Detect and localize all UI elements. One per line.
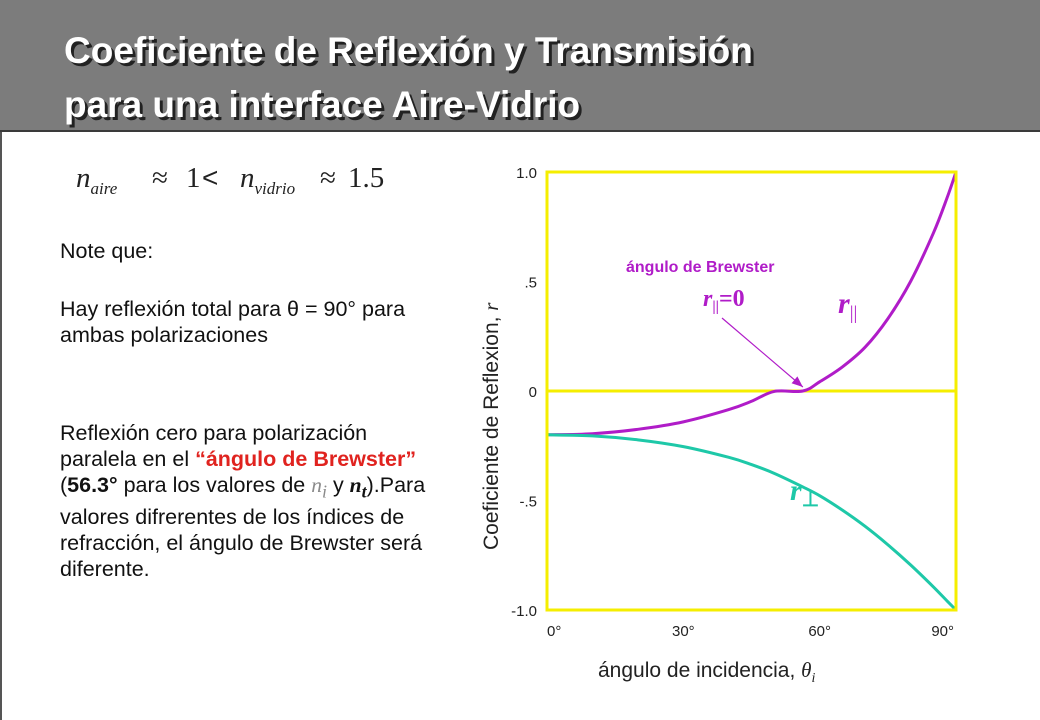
page-title-line-1: Coeficiente de Reflexión y Transmisión (64, 30, 753, 71)
y-axis-title-symbol: r (479, 302, 503, 311)
label-r-parallel-r: r (838, 287, 850, 320)
x-axis-title: ángulo de incidencia, θi (598, 658, 815, 686)
annotation-eq-rest: =0 (719, 286, 745, 312)
x-tick-label: 30° (672, 623, 695, 640)
y-tick-label: .5 (524, 275, 537, 292)
series-line-r-parallel (546, 171, 958, 437)
title-bar: Coeficiente de Reflexión y Transmisión p… (0, 0, 1040, 132)
x-axis-title-sub: i (811, 671, 815, 686)
brewster-angle-name: ángulo de Brewster (205, 447, 406, 471)
formula-value-2: 1.5 (348, 162, 385, 194)
note-paragraph-total-reflection: Hay reflexión total para θ = 90° para am… (60, 297, 406, 347)
brewster-text-d: y (326, 473, 350, 497)
brewster-n-t-sub: t (361, 481, 367, 502)
formula-sub-vidrio: vidrio (254, 178, 296, 198)
formula-less-than: < (202, 162, 219, 193)
note-heading: Note que: (60, 239, 154, 263)
plot-frame (545, 170, 958, 612)
series-label-r-perpendicular: r⊥ (790, 474, 819, 511)
page-title-line-2: para una interface Aire-Vidrio (64, 84, 581, 125)
x-axis-title-symbol: θ (801, 658, 811, 682)
brewster-quote-close: ” (405, 447, 417, 471)
formula-sub-aire: aire (90, 178, 118, 198)
label-r-parallel-sub: || (850, 303, 858, 324)
left-rule (0, 132, 2, 720)
y-axis-ticks: 1.0 .5 0 -.5 -1.0 (511, 165, 537, 620)
y-tick-label: -.5 (519, 494, 537, 511)
brewster-n-t-symbol: n (349, 473, 362, 497)
annotation-eq-sub: || (712, 299, 719, 315)
brewster-n-t: nt (349, 473, 367, 501)
brewster-text-e: ).Para valores difrerentes de los índice… (60, 473, 426, 582)
y-tick-label: 0 (529, 384, 537, 401)
brewster-annotation-title: ángulo de Brewster (626, 259, 774, 276)
x-tick-label: 60° (808, 623, 831, 640)
x-tick-label: 0° (547, 623, 561, 640)
brewster-annotation-equation: r||=0 (703, 286, 745, 315)
x-tick-label: 90° (931, 623, 954, 640)
series-label-r-parallel: r|| (838, 287, 857, 324)
y-tick-label: -1.0 (511, 603, 537, 620)
formula-value-1: 1 (186, 162, 201, 194)
brewster-n-i-sub: i (321, 481, 327, 502)
brewster-quote-open: “ (195, 447, 206, 471)
note-paragraph-brewster: Reflexión cero para polarización paralel… (60, 420, 430, 582)
series-line-r-perpendicular (546, 433, 958, 612)
formula-approx-2: ≈ (320, 162, 336, 194)
label-r-perp-r: r (790, 474, 802, 507)
formula-n-aire: n (76, 162, 91, 194)
annotation-eq-r: r (703, 286, 713, 312)
brewster-text-b: ( (60, 473, 68, 497)
brewster-arrow (721, 317, 804, 388)
brewster-n-i-symbol: n (311, 473, 322, 497)
label-r-perp-sub: ⊥ (802, 489, 819, 511)
x-axis-ticks: 0° 30° 60° 90° (547, 623, 954, 640)
brewster-arrow-head (791, 376, 803, 387)
formula-n-vidrio: n (240, 162, 255, 194)
y-axis-title-text: Coeficiente de Reflexion, (480, 311, 503, 550)
brewster-text-a: Reflexión cero para polarización paralel… (60, 421, 368, 471)
y-tick-label: 1.0 (516, 165, 537, 182)
formula-approx-1: ≈ (152, 162, 168, 194)
brewster-n-i: ni (311, 473, 327, 501)
brewster-angle-value: 56.3° (67, 473, 118, 497)
y-axis-title: Coeficiente de Reflexion, r (479, 302, 503, 550)
brewster-text-c: para los valores de (117, 473, 312, 497)
x-axis-title-text: ángulo de incidencia, (598, 659, 801, 682)
